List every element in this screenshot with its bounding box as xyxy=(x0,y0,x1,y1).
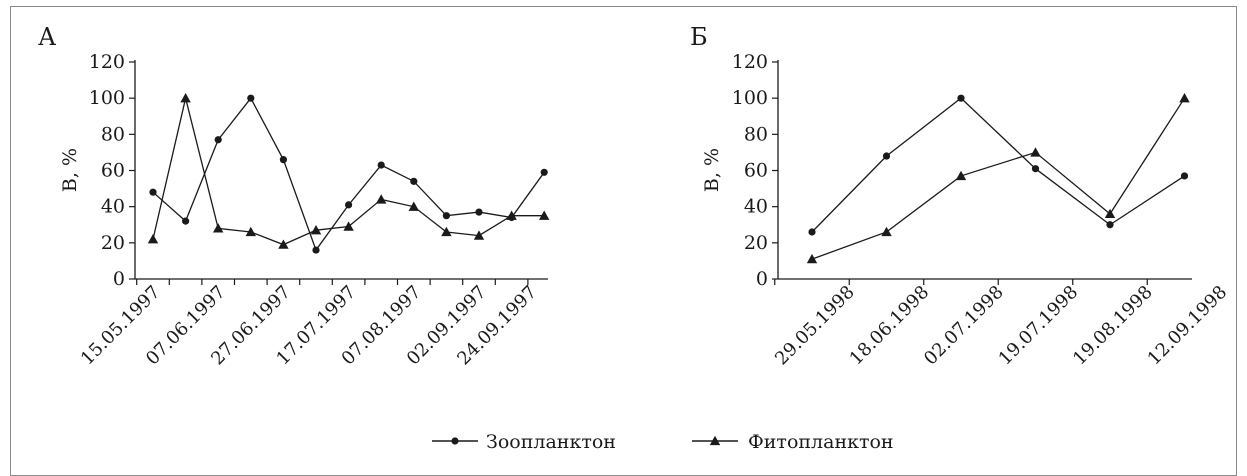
data-point xyxy=(310,224,322,235)
data-point xyxy=(806,253,818,264)
x-tick-label: 18.06.1998 xyxy=(846,282,934,370)
data-point xyxy=(214,136,222,144)
y-tick-label: 60 xyxy=(101,160,125,182)
data-point xyxy=(1030,147,1041,157)
y-axis-label: B, % xyxy=(59,148,81,192)
data-point xyxy=(1106,221,1114,229)
data-point xyxy=(247,94,255,102)
data-point xyxy=(539,210,550,220)
y-tick-label: 0 xyxy=(756,268,768,290)
series-phytoplankton xyxy=(806,92,1190,264)
legend: Зоопланктон Фитопланктон xyxy=(432,431,894,453)
x-tick-label: 29.05.1998 xyxy=(771,282,859,370)
panel-letter: Б xyxy=(690,23,708,51)
y-tick-label: 20 xyxy=(744,232,768,254)
y-tick-label: 40 xyxy=(101,196,125,218)
x-tick-label: 19.08.1998 xyxy=(1069,282,1157,370)
series-line xyxy=(811,97,1185,233)
series-line xyxy=(811,97,1186,260)
y-tick-label: 60 xyxy=(744,160,768,182)
data-point xyxy=(1104,208,1116,219)
data-point xyxy=(506,210,517,220)
data-point xyxy=(147,234,159,244)
legend-item: Зоопланктон xyxy=(432,431,616,453)
data-point xyxy=(808,228,816,236)
data-point xyxy=(312,246,320,254)
y-tick-label: 100 xyxy=(89,87,125,109)
data-point xyxy=(881,226,892,237)
data-point xyxy=(475,208,483,216)
data-point xyxy=(278,239,289,249)
data-point xyxy=(279,156,287,164)
data-point xyxy=(473,230,485,240)
data-point xyxy=(441,226,452,237)
data-point xyxy=(442,212,450,220)
data-point xyxy=(882,152,891,160)
x-tick-label: 02.07.1998 xyxy=(920,282,1008,370)
series-phytoplankton xyxy=(147,92,550,249)
y-tick-label: 0 xyxy=(113,268,125,290)
legend-label: Зоопланктон xyxy=(486,431,616,453)
data-point xyxy=(540,168,548,176)
data-point xyxy=(410,177,418,185)
y-tick-label: 40 xyxy=(744,196,768,218)
panel-letter: А xyxy=(38,23,56,51)
data-point xyxy=(408,201,419,211)
data-point xyxy=(345,201,353,209)
data-point xyxy=(245,226,256,237)
legend-label: Фитопланктон xyxy=(748,431,894,453)
x-tick-label: 12.09.1998 xyxy=(1144,282,1232,370)
y-tick-label: 20 xyxy=(101,232,125,254)
y-tick-label: 120 xyxy=(732,51,768,73)
circle-marker-icon xyxy=(451,437,459,445)
data-point xyxy=(343,221,354,231)
data-point xyxy=(957,94,965,102)
legend-item: Фитопланктон xyxy=(692,431,894,453)
panel-a: АB, %02040608010012015.05.199707.06.1997… xyxy=(38,23,550,369)
data-point xyxy=(213,223,224,233)
data-point xyxy=(377,161,385,169)
y-tick-label: 120 xyxy=(89,51,125,73)
data-point xyxy=(1180,172,1189,180)
triangle-marker-icon xyxy=(709,435,721,446)
y-tick-label: 100 xyxy=(732,87,768,109)
series-zooplankton xyxy=(808,94,1189,236)
data-point xyxy=(182,217,190,225)
panel-b: Б B, % 0 20 40 60 80 100 120 29.05.199818.06.1998… xyxy=(690,23,1231,369)
data-point xyxy=(1031,165,1040,173)
data-point xyxy=(955,170,967,181)
y-axis-label: B, % xyxy=(701,148,723,192)
data-point xyxy=(376,194,387,204)
data-point xyxy=(1179,92,1190,103)
data-point xyxy=(149,188,157,196)
y-tick-label: 80 xyxy=(101,123,125,145)
x-tick-label: 19.07.1998 xyxy=(995,282,1083,370)
data-point xyxy=(180,92,191,103)
y-tick-label: 80 xyxy=(744,123,768,145)
